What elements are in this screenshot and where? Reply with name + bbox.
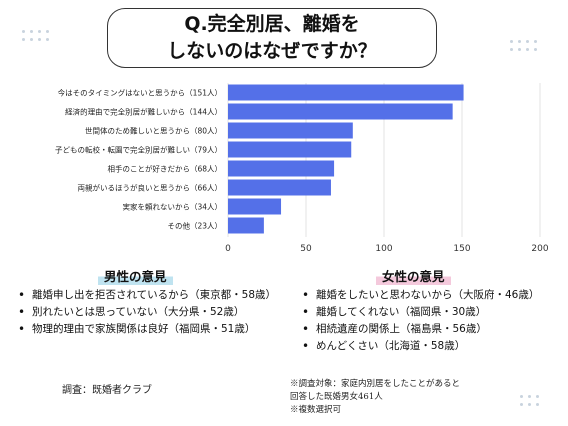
survey-source: 調査：既婚者クラブ [62,385,152,396]
title-line-1: Q.完全別居、離婚を [184,13,360,35]
female-opinion-item: めんどくさい（北海道・58歳） [302,338,547,355]
category-label: 両親がいるほうが良いと思うから（66人） [77,183,222,193]
category-label: 今はそのタイミングはないと思うから（151人） [58,88,222,98]
category-label: 実家を頼れないから（34人） [122,202,222,212]
bar [228,141,352,158]
title-line-2: しないのはなぜですか？ [167,40,377,62]
decorative-dots-top-right [510,40,550,60]
bar [228,217,264,234]
female-opinions-list: 離婚をしたいと思わないから（大阪府・46歳） 離婚してくれない（福岡県・30歳）… [302,287,547,355]
survey-notes: ※調査対象：家庭内別居をしたことがあると 回答した既婚男女461人 ※複数選択可 [290,378,460,417]
decorative-dots-bottom-right [520,395,560,415]
category-label: 世間体のため難しいと思うから（80人） [85,126,222,136]
bar [228,198,282,215]
x-tick-label: 50 [300,244,312,253]
bar-chart: 0 50 100 150 200 今はそのタイミングはないと思うから（151人） 経済的理由… [55,83,549,253]
female-opinion-item: 離婚してくれない（福岡県・30歳） [302,304,547,321]
category-label: その他（23人） [167,221,222,231]
male-opinion-item: 物理的理由で家族関係は良好（福岡県・51歳） [18,321,300,338]
female-opinion-item: 離婚をしたいと思わないから（大阪府・46歳） [302,287,547,304]
x-tick-label: 0 [225,244,231,253]
decorative-dots-top-left [22,30,62,50]
x-tick-label: 100 [375,244,392,253]
note-line: ※調査対象：家庭内別居をしたことがあると [290,379,461,389]
bar [228,84,464,101]
female-opinion-item: 相続遺産の関係上（福島県・56歳） [302,321,547,338]
male-opinions-heading: 男性の意見 [98,266,173,285]
category-label: 子どもの転校・転園で完全別居が難しい（79人） [55,145,222,155]
note-line: 回答した既婚男女461人 [290,392,383,402]
category-label: 経済的理由で完全別居が難しいから（144人） [65,107,222,117]
note-line: ※複数選択可 [290,405,342,415]
title-box: Q.完全別居、離婚を しないのはなぜですか？ [107,8,437,68]
bar [228,122,353,139]
female-opinions-heading: 女性の意見 [376,266,451,285]
male-opinions-list: 離婚申し出を拒否されているから（東京都・58歳） 別れたいとは思っていない（大分… [18,287,300,338]
bar [228,179,331,196]
bar [228,103,453,120]
x-tick-label: 150 [453,244,470,253]
x-tick-label: 200 [531,244,548,253]
bar [228,160,335,177]
male-opinion-item: 離婚申し出を拒否されているから（東京都・58歳） [18,287,300,304]
male-opinion-item: 別れたいとは思っていない（大分県・52歳） [18,304,300,321]
category-label: 相手のことが好きだから（68人） [107,164,222,174]
